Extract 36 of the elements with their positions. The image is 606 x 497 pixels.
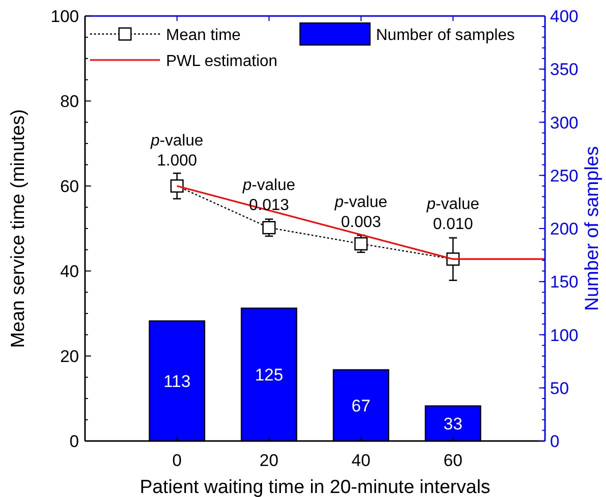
data-label: 113 bbox=[163, 372, 191, 391]
y-tick-label: 60 bbox=[60, 177, 79, 196]
annotation: p-value 0.013 bbox=[242, 176, 296, 214]
y-tick-label: 20 bbox=[60, 347, 79, 366]
y2-tick-label: 100 bbox=[550, 326, 578, 345]
annotation: p-value 0.010 bbox=[426, 196, 480, 233]
legend-label: Mean time bbox=[166, 27, 241, 44]
y2-tick-label: 400 bbox=[550, 7, 578, 26]
annotation: p-value 0.003 bbox=[334, 194, 388, 231]
point bbox=[262, 221, 276, 234]
x-tick-label: 20 bbox=[260, 451, 278, 470]
y2-tick-label: 50 bbox=[550, 378, 569, 398]
y-tick-label: 80 bbox=[60, 92, 79, 111]
annotation: p-value 1.000 bbox=[150, 132, 204, 170]
data-label: 33 bbox=[444, 414, 462, 434]
legend-label: PWL estimation bbox=[166, 53, 278, 70]
point bbox=[354, 237, 368, 250]
y-tick-label: 40 bbox=[60, 262, 79, 281]
y2-axis-title: Number of samples bbox=[582, 146, 603, 311]
y2-tick-label: 350 bbox=[550, 60, 578, 80]
y-tick-label: 0 bbox=[70, 432, 79, 451]
y-axis-title: Mean service time (minutes) bbox=[8, 109, 29, 348]
y2-tick-label: 300 bbox=[550, 113, 578, 132]
x-tick-label: 40 bbox=[352, 451, 370, 470]
data-label: 125 bbox=[254, 366, 284, 385]
x-tick-label: 60 bbox=[444, 451, 462, 470]
point bbox=[170, 179, 184, 193]
y2-tick-label: 0 bbox=[550, 432, 560, 451]
x-axis-title: Patient waiting time in 20-minute intervals bbox=[140, 477, 490, 497]
data-label: 67 bbox=[352, 396, 370, 416]
y2-tick-label: 250 bbox=[550, 166, 578, 186]
y-tick-label: 100 bbox=[50, 7, 79, 26]
y2-tick-label: 150 bbox=[550, 272, 578, 292]
y2-tick-label: 200 bbox=[550, 220, 578, 238]
legend-label: Number of samples bbox=[376, 27, 515, 44]
x-tick-label: 0 bbox=[172, 451, 182, 470]
